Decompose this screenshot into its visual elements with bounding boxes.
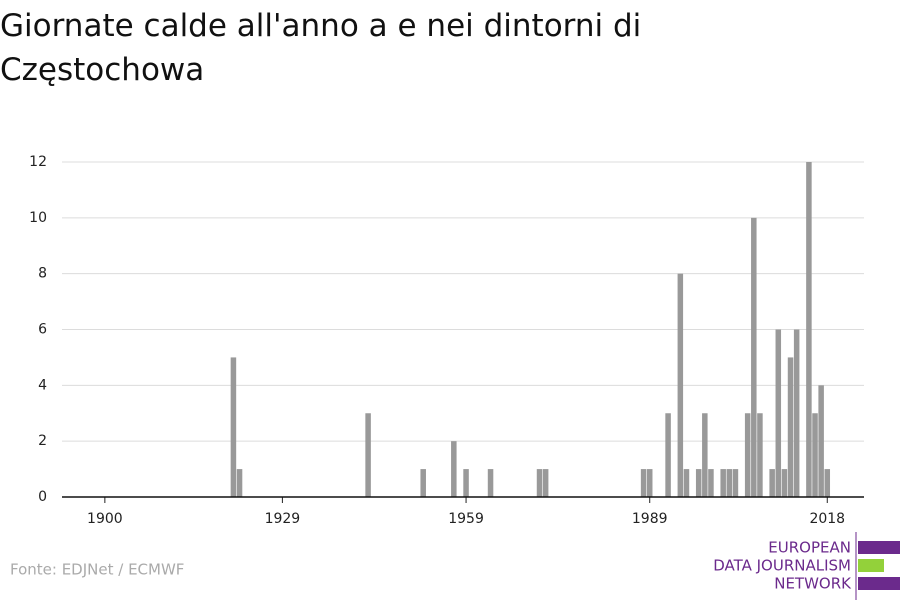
bar [487, 469, 494, 497]
bar [683, 469, 690, 497]
bar [781, 469, 788, 497]
y-tick-label: 0 [38, 489, 47, 505]
bar [365, 413, 371, 497]
bar [695, 469, 702, 497]
bar [732, 469, 739, 497]
bar [787, 357, 794, 497]
logo-text: NETWORK [774, 575, 852, 593]
bar [818, 385, 824, 497]
bar [793, 329, 800, 497]
bar [420, 469, 426, 497]
x-tick-label: 2018 [809, 511, 845, 527]
logo-text: EUROPEAN [768, 539, 851, 557]
bar [702, 413, 708, 497]
x-tick-label: 1929 [265, 511, 301, 527]
logo-bar [858, 577, 900, 590]
bar [542, 469, 549, 497]
bar [824, 469, 831, 497]
logo-bar [858, 541, 900, 554]
bar [230, 357, 237, 497]
bar [720, 469, 726, 497]
bar [769, 469, 775, 497]
bar [708, 469, 714, 497]
bar [640, 469, 647, 497]
bar [751, 217, 757, 498]
chart-title: Giornate calde all'anno a e nei dintorni… [0, 8, 642, 88]
y-tick-label: 2 [38, 433, 47, 449]
bar [812, 413, 818, 497]
y-tick-label: 6 [38, 322, 47, 338]
bar [775, 329, 782, 497]
bar [451, 441, 457, 497]
x-tick-label: 1989 [632, 511, 668, 527]
bar [677, 273, 684, 497]
bar [757, 413, 763, 497]
y-tick-label: 10 [29, 210, 47, 226]
bar [806, 162, 812, 497]
logo-text: DATA JOURNALISM [713, 557, 851, 575]
bar [744, 413, 751, 497]
bar [726, 469, 733, 497]
x-tick-label: 1900 [87, 511, 123, 527]
logo-bar [858, 559, 884, 572]
y-tick-label: 12 [29, 154, 47, 170]
y-tick-label: 8 [38, 266, 47, 282]
x-tick-label: 1959 [448, 511, 484, 527]
bar [536, 469, 543, 497]
source: Fonte: EDJNet / ECMWF [10, 561, 184, 579]
bar [463, 469, 469, 497]
bar [236, 469, 243, 497]
y-tick-label: 4 [38, 377, 47, 393]
bar [646, 469, 653, 497]
bar [665, 413, 671, 497]
